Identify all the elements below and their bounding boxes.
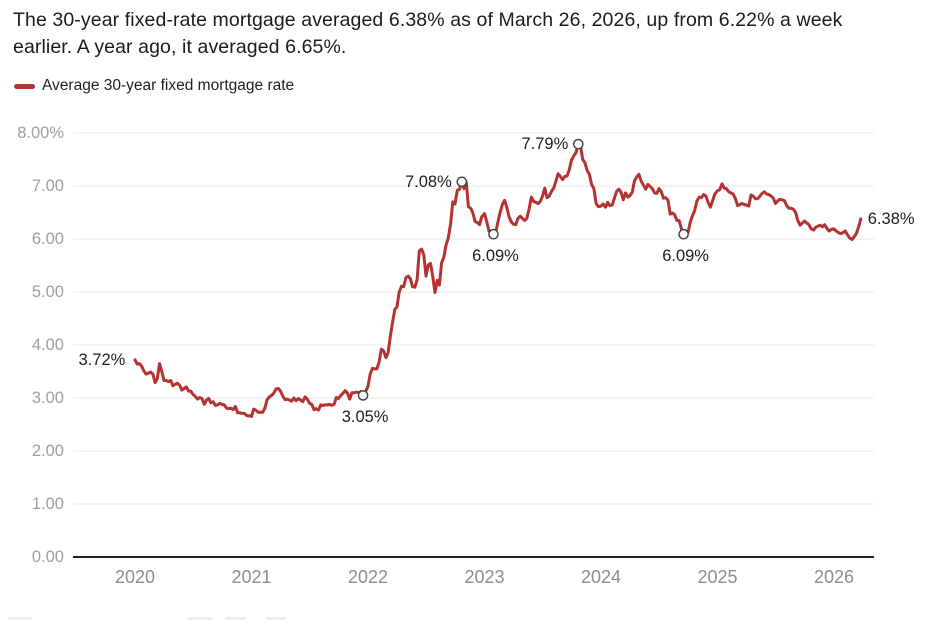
legend: Average 30-year fixed mortgage rate [14,77,294,95]
legend-line-swatch [14,83,35,89]
x-axis-label: 2022 [347,567,389,587]
data-point-marker [488,228,499,240]
y-axis-label: 8.00% [17,124,64,142]
headline: The 30-year fixed-rate mortgage averaged… [13,9,843,58]
value-annotation: 7.79% [521,135,569,154]
x-axis-label: 2021 [231,567,272,587]
value-annotation: 3.05% [341,408,389,427]
y-axis-label: 2.00 [31,442,64,460]
value-annotation: 6.09% [662,247,709,266]
legend-label: Average 30-year fixed mortgage rate [42,77,295,94]
x-axis-label: 2025 [697,567,738,587]
cropped-text-fragment [188,617,212,620]
mortgage-rate-line [133,142,863,419]
x-axis-label: 2023 [464,567,505,587]
value-annotation: 7.08% [404,172,452,191]
x-axis-label: 2020 [114,567,156,587]
x-axis-label: 2024 [580,567,622,587]
x-axis-label: 2026 [813,567,855,587]
y-axis-label: 0.00 [31,548,64,566]
data-point-marker [573,138,584,150]
y-axis-label: 7.00 [31,177,64,195]
value-annotation: 6.38% [867,209,915,228]
value-annotation: 3.72% [78,350,126,369]
cropped-text-fragment [267,617,285,620]
y-axis-label: 3.00 [31,389,64,407]
data-point-marker [456,176,468,188]
y-axis-label: 4.00 [31,336,64,354]
value-annotation: 6.09% [472,247,519,266]
data-point-marker [678,228,689,240]
y-axis-label: 5.00 [31,283,64,301]
y-axis-label: 6.00 [31,230,64,248]
cropped-text-fragment [8,617,32,620]
data-point-marker [357,390,369,401]
y-axis-label: 1.00 [31,495,64,513]
cropped-text-fragment [225,617,245,620]
